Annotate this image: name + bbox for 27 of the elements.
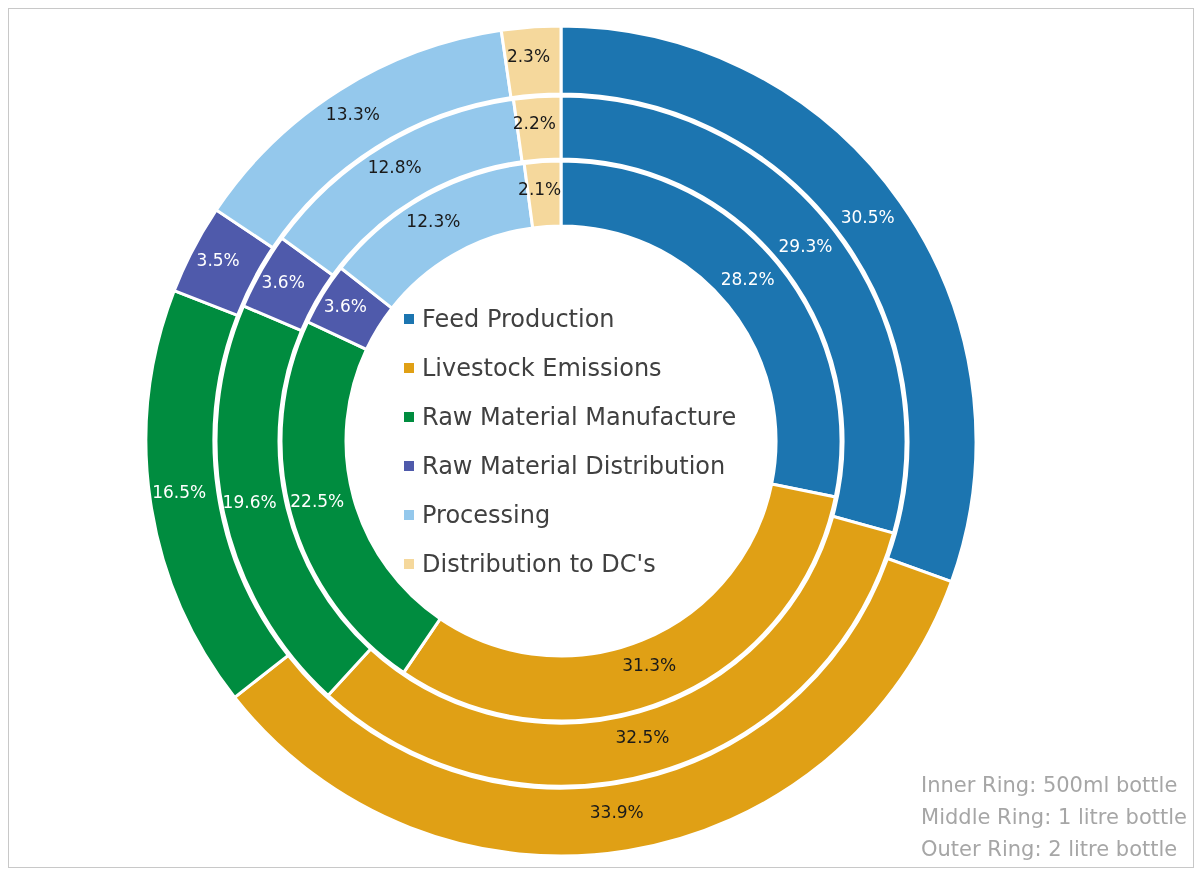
data-label: 28.2% bbox=[720, 269, 775, 290]
data-label: 13.3% bbox=[325, 103, 380, 124]
legend-label: Livestock Emissions bbox=[422, 353, 662, 382]
data-label: 12.8% bbox=[367, 157, 422, 178]
data-label: 2.3% bbox=[506, 45, 551, 66]
data-label: 2.1% bbox=[518, 179, 562, 200]
legend-label: Processing bbox=[422, 500, 551, 529]
data-label: 33.9% bbox=[589, 802, 644, 823]
data-label: 3.6% bbox=[323, 296, 367, 317]
legend-label: Raw Material Distribution bbox=[422, 451, 726, 480]
data-label: 30.5% bbox=[840, 206, 895, 227]
data-label: 19.6% bbox=[222, 492, 277, 513]
data-label: 3.6% bbox=[261, 271, 305, 292]
data-label: 22.5% bbox=[290, 491, 345, 512]
data-label: 29.3% bbox=[778, 236, 833, 257]
data-label: 3.5% bbox=[196, 249, 240, 270]
data-label: 12.3% bbox=[406, 211, 461, 232]
legend-label: Raw Material Manufacture bbox=[422, 402, 737, 431]
data-label: 16.5% bbox=[152, 482, 207, 503]
legend-label: Feed Production bbox=[422, 304, 615, 333]
text: Inner Ring: 500ml bottle bbox=[921, 772, 1179, 799]
legend-label: Distribution to DC's bbox=[422, 549, 656, 578]
text: Outer Ring: 2 litre bottle bbox=[921, 836, 1179, 863]
data-label: 2.2% bbox=[512, 113, 556, 134]
data-label: 32.5% bbox=[615, 727, 670, 748]
text: Middle Ring: 1 litre bottle bbox=[921, 804, 1187, 831]
data-label: 31.3% bbox=[622, 655, 677, 676]
